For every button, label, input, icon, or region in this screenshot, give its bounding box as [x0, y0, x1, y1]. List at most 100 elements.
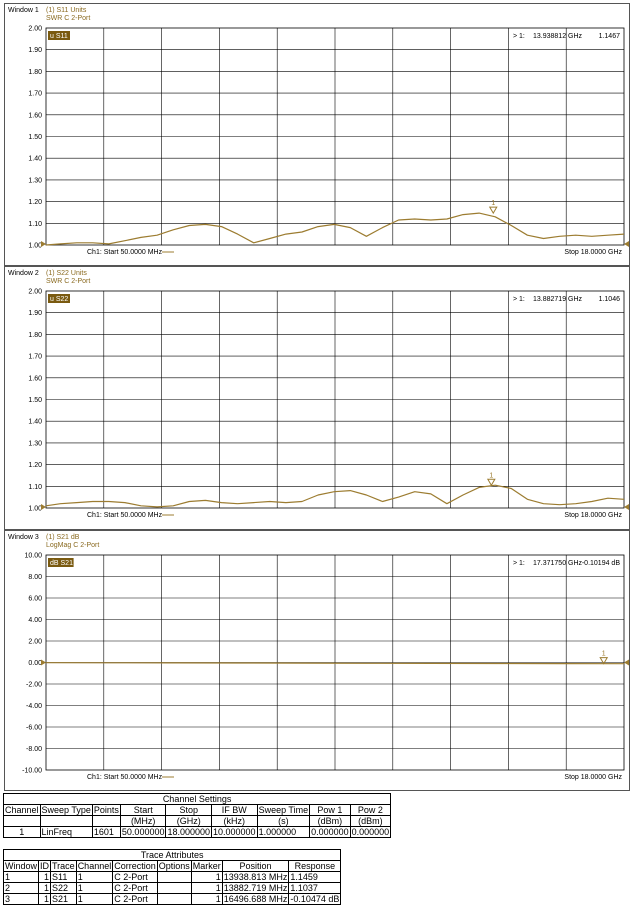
col-unit [91, 815, 121, 827]
window-label: Window 2 [8, 270, 39, 277]
cell: 18.000000 [165, 826, 213, 838]
channel-settings-table: Channel Settings Channel Sweep Type Poin… [2, 793, 392, 838]
col-header: Trace [50, 860, 77, 872]
col-unit: (GHz) [165, 815, 213, 827]
table-row: 1 1 S11 1 C 2-Port 1 13938.813 MHz 1.145… [2, 871, 342, 883]
y-tick-label: 1.30 [28, 440, 42, 447]
cell: -0.10474 dB [288, 893, 342, 905]
col-header: Options [156, 860, 192, 872]
table-header-row: Channel Sweep Type Points Start Stop IF … [3, 804, 392, 816]
table-title: Channel Settings [2, 793, 392, 805]
cell: 0.000000 [349, 826, 392, 838]
col-unit: (kHz) [211, 815, 258, 827]
trace-title: (1) S21 dB [46, 534, 80, 541]
trace-title: (1) S11 Units [46, 7, 87, 14]
trace-tag: u S11 [50, 33, 68, 40]
y-tick-label: 10.00 [24, 553, 42, 560]
marker-x-readout: 13.938812 GHz [533, 33, 583, 40]
y-tick-label: 1.00 [28, 243, 42, 250]
y-tick-label: -8.00 [26, 746, 42, 753]
col-header: Channel [75, 860, 114, 872]
marker-1 [486, 478, 496, 487]
chart-svg: 2.00 1.90 1.80 1.70 1.60 1.50 1.40 1.30 1.20 1.10… [28, 289, 629, 519]
trace-tag: dB S21 [50, 560, 73, 567]
col-unit [3, 815, 41, 827]
trace-tag-background [48, 558, 74, 567]
col-header: Sweep Time [256, 804, 311, 816]
cell: 1 [75, 871, 114, 883]
col-unit: (dBm) [349, 815, 392, 827]
table-header-units-row: (MHz) (GHz) (kHz) (s) (dBm) (dBm) [3, 815, 392, 827]
cell: 1.000000 [256, 826, 311, 838]
col-header: Points [91, 804, 121, 816]
y-tick-label: 1.70 [28, 354, 42, 361]
cell: 1 [38, 893, 52, 905]
y-tick-label: 1.70 [28, 91, 42, 98]
cell: S22 [50, 882, 77, 894]
trace-attributes-table: Trace Attributes Window ID Trace Channel… [2, 849, 342, 905]
cell: C 2-Port [112, 882, 158, 894]
table-title: Trace Attributes [2, 849, 342, 861]
trace-tag: u S22 [50, 296, 68, 303]
series-line [45, 212, 625, 246]
col-unit: (dBm) [309, 815, 351, 827]
col-header: Window [2, 860, 40, 872]
y-tick-label: 1.50 [28, 397, 42, 404]
cell [156, 893, 192, 905]
window-label: Window 3 [8, 534, 39, 541]
col-unit: (MHz) [119, 815, 167, 827]
cell: 1 [75, 882, 114, 894]
stop-frequency-label: Stop 18.0000 GHz [564, 512, 622, 519]
cell: 1 [38, 882, 52, 894]
y-tick-label: -6.00 [26, 725, 42, 732]
table-row: 2 1 S22 1 C 2-Port 1 13882.719 MHz 1.103… [2, 882, 342, 894]
col-unit [39, 815, 93, 827]
marker-index: > 1: [513, 33, 525, 40]
y-tick-label: 1.00 [28, 506, 42, 513]
col-header: Channel [3, 804, 41, 816]
cell: 10.000000 [211, 826, 258, 838]
marker-y-readout: -0.10194 dB [582, 560, 620, 567]
cell [156, 882, 192, 894]
y-tick-label: 1.20 [28, 199, 42, 206]
marker-x-readout: 13.882719 GHz [533, 296, 583, 303]
chart-svg: 10.00 8.00 6.00 4.00 2.00 0.00 -2.00 -4.00 -6.00… [22, 553, 629, 781]
reference-arrow-right [624, 504, 629, 510]
reference-arrow-left [41, 504, 46, 510]
col-header: Marker [190, 860, 223, 872]
series-line [45, 662, 625, 665]
y-tick-label: 2.00 [28, 26, 42, 33]
y-tick-label: 1.10 [28, 221, 42, 228]
cell: 50.000000 [119, 826, 167, 838]
start-frequency-label: Ch1: Start 50.0000 MHz [87, 774, 163, 781]
col-header: Pow 1 [309, 804, 351, 816]
window-label: Window 1 [8, 7, 39, 14]
series-line [45, 484, 625, 508]
y-tick-label: 1.80 [28, 332, 42, 339]
y-tick-label: 1.90 [28, 47, 42, 54]
stop-frequency-label: Stop 18.0000 GHz [564, 249, 622, 256]
cell: 1.1459 [288, 871, 342, 883]
cell: 0.000000 [309, 826, 351, 838]
cell: 2 [2, 882, 40, 894]
marker-1-label: 1 [491, 200, 495, 207]
cell: C 2-Port [112, 893, 158, 905]
y-tick-label: 1.40 [28, 419, 42, 426]
y-tick-label: 1.40 [28, 156, 42, 163]
y-tick-label: 2.00 [28, 289, 42, 296]
marker-y-readout: 1.1046 [599, 296, 621, 303]
marker-index: > 1: [513, 296, 525, 303]
y-tick-label: 8.00 [28, 574, 42, 581]
y-tick-label: 6.00 [28, 596, 42, 603]
window-2: Window 2 (1) S22 Units SWR C 2-Port 2.00… [4, 266, 630, 530]
trace-tag-background [48, 31, 70, 40]
reference-arrow-right [624, 241, 629, 247]
window-1: Window 1 (1) S11 Units SWR C 2-Port 2.00… [4, 3, 630, 266]
marker-1-label: 1 [602, 651, 606, 658]
col-header: Sweep Type [39, 804, 93, 816]
chart-svg: 2.00 1.90 1.80 1.70 1.60 1.50 1.40 1.30 1.20 1.10… [28, 26, 629, 256]
cell: S21 [50, 893, 77, 905]
start-frequency-label: Ch1: Start 50.0000 MHz [87, 249, 163, 256]
col-header: Response [288, 860, 342, 872]
table-row: 1 LinFreq 1601 50.000000 18.000000 10.00… [3, 826, 392, 838]
